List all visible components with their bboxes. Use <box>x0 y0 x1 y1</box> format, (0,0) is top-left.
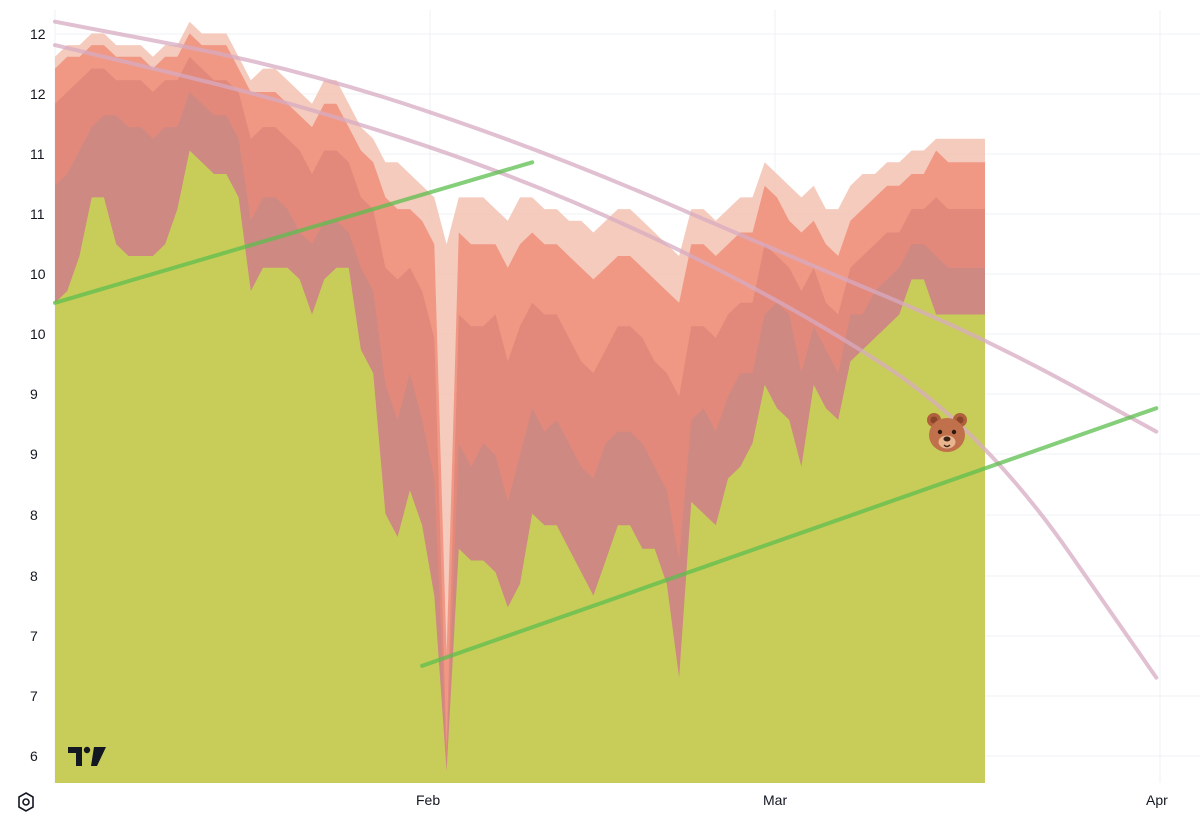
y-tick-label-3: 11 <box>30 206 45 222</box>
settings-gear-icon[interactable] <box>14 790 38 814</box>
x-tick-label-0: Feb <box>416 792 440 808</box>
trendline-layer <box>53 19 1159 680</box>
trendline-0 <box>53 19 1159 434</box>
trendline-2 <box>53 160 535 305</box>
y-tick-label-12: 6 <box>30 748 38 764</box>
y-tick-label-4: 10 <box>30 266 46 282</box>
area-layer <box>55 21 985 784</box>
y-tick-label-1: 12 <box>30 86 46 102</box>
y-tick-label-7: 9 <box>30 446 38 462</box>
x-axis-labels: Feb Mar Apr <box>416 792 1168 808</box>
y-tick-label-11: 7 <box>30 688 38 704</box>
bear-icon <box>924 410 970 456</box>
y-tick-label-5: 10 <box>30 326 46 342</box>
y-axis-labels: 12 12 11 11 10 10 9 9 8 8 7 7 6 <box>30 26 46 764</box>
y-tick-label-6: 9 <box>30 386 38 402</box>
tradingview-logo[interactable] <box>66 744 110 770</box>
x-tick-label-2: Apr <box>1146 792 1168 808</box>
y-tick-label-8: 8 <box>30 507 38 523</box>
trendline-3 <box>420 406 1159 668</box>
y-tick-label-10: 7 <box>30 628 38 644</box>
trendline-1 <box>53 43 1159 680</box>
y-tick-label-9: 8 <box>30 568 38 584</box>
y-tick-label-0: 12 <box>30 26 46 42</box>
x-tick-label-1: Mar <box>763 792 787 808</box>
y-tick-label-2: 11 <box>30 146 45 162</box>
area-series-base <box>55 150 985 783</box>
